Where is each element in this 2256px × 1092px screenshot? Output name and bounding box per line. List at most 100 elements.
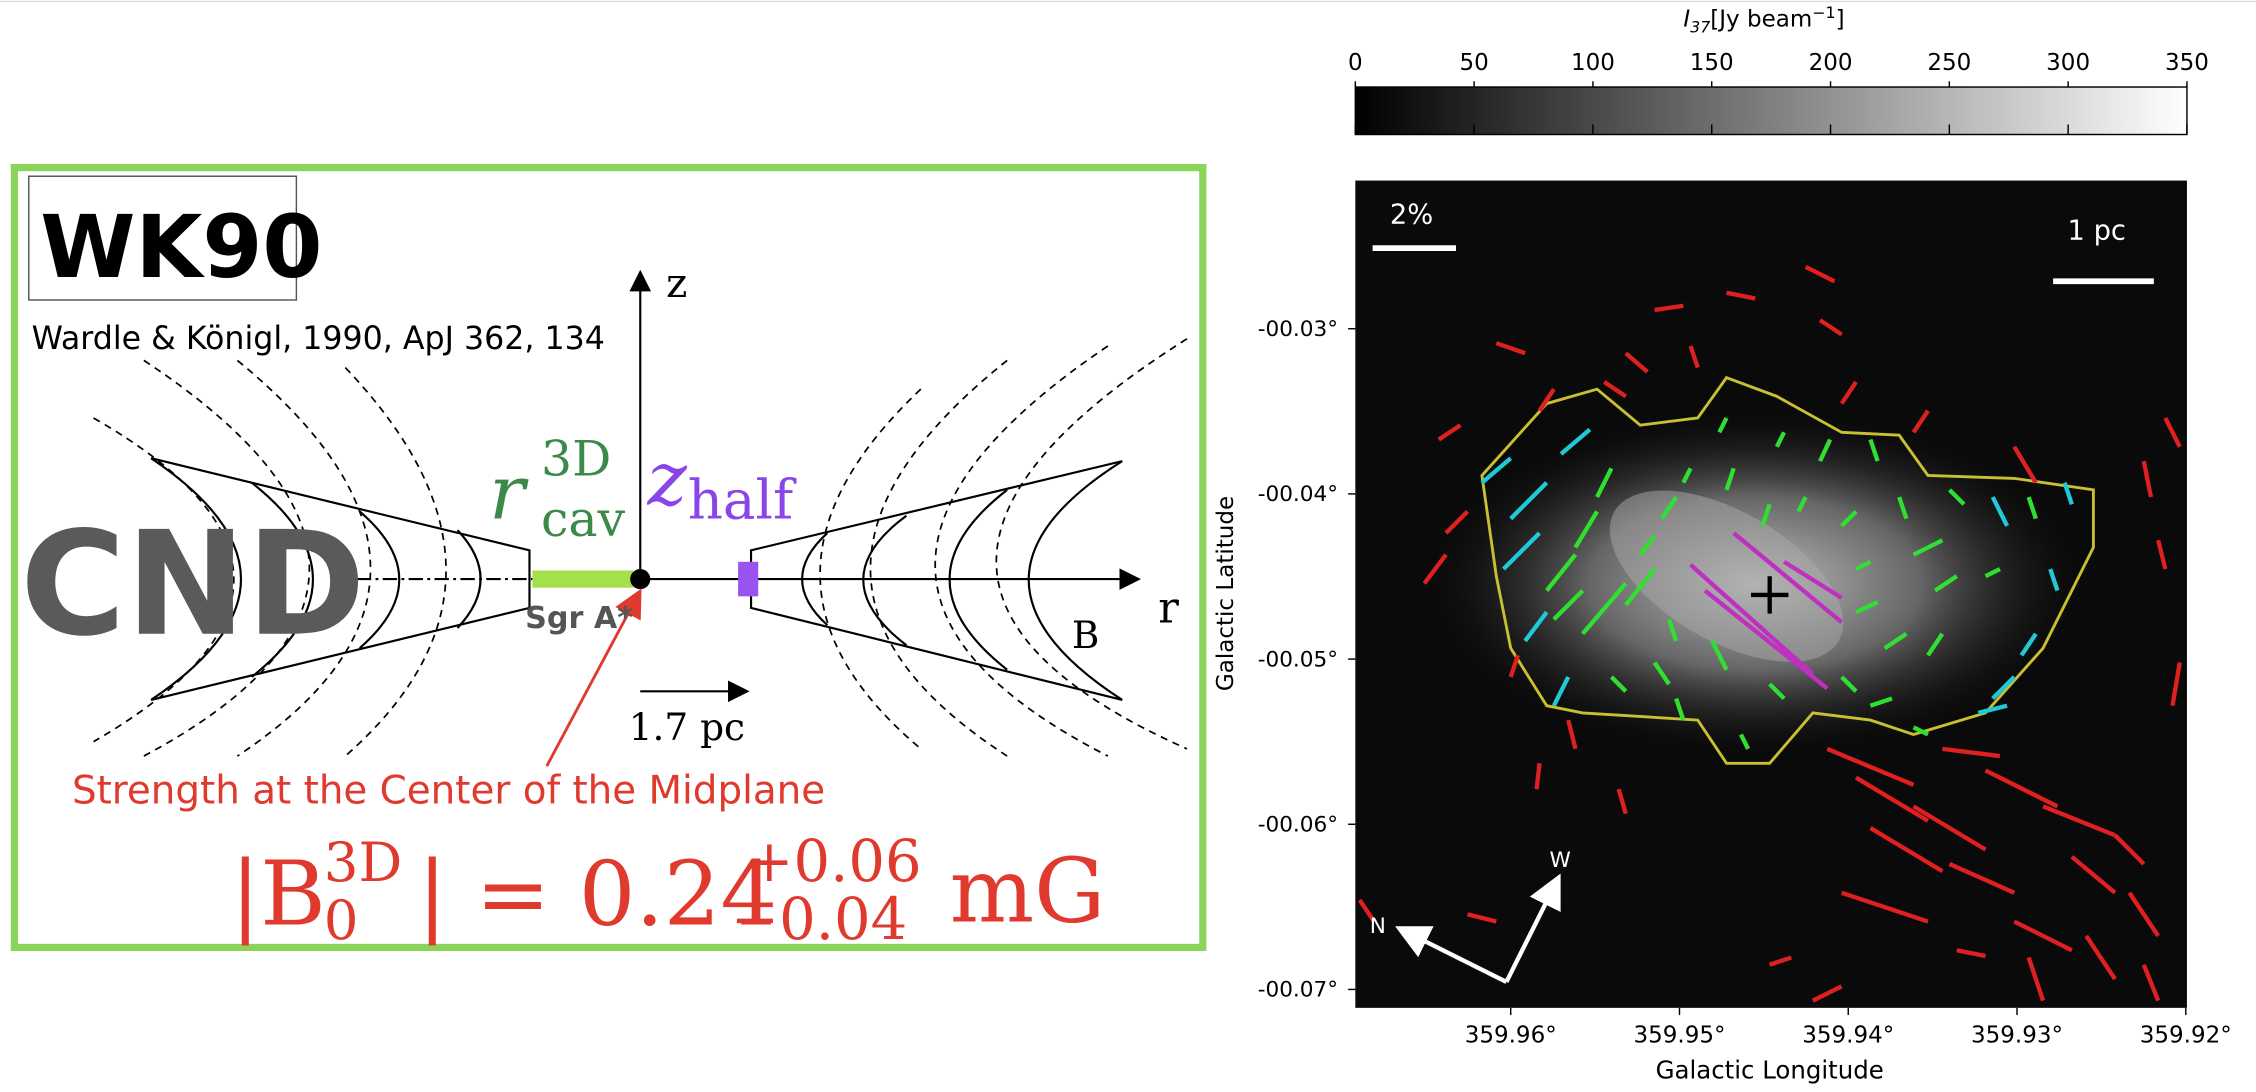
pol-vector [2113,833,2146,866]
caption: Strength at the Center of the Midplane [72,769,825,814]
rcav-band [532,570,634,588]
pol-vector [2012,445,2038,484]
colorbar-tick-label: 300 [2046,50,2090,76]
eq-sub: 0 [324,888,359,952]
pol-vector [1566,719,1578,750]
pol-vector [1467,912,1497,924]
contour [1480,375,2095,765]
rcav-base: r [489,450,529,537]
y-tick-label: -00.05° [1258,647,1338,672]
cb-unit: [Jy beam [1710,7,1812,33]
eq-unit: mG [950,840,1106,944]
citation: Wardle & Königl, 1990, ApJ 362, 134 [32,321,605,357]
pol-vector [1883,631,1908,650]
pol-vector [1956,948,1986,959]
pol-vector [1534,763,1542,790]
cb-sub: 37 [1690,17,1710,36]
zhalf-sub: half [688,468,797,532]
pol-vector [2084,934,2117,981]
cb-close: ] [1836,7,1845,33]
pol-vector [1991,675,2016,701]
colorbar-tick-label: 350 [2165,50,2209,76]
colorbar-label: I37[Jy beam−1] [1683,3,1844,36]
zhalf: z half [646,435,797,531]
west-arrow [1504,873,1561,983]
pol-vector [1738,733,1751,750]
pol-vector [1984,768,2059,809]
diagram: WK90 Wardle & Königl, 1990, ApJ 362, 134… [10,164,1207,953]
polarization-vectors [1357,264,2182,1003]
pol-vector [2026,956,2046,1002]
pol-vector [1573,510,1599,549]
pol-vector [1609,675,1628,693]
equation: |B 3D 0 | = 0.24 +0.06 −0.04 mG [230,828,1105,953]
pol-vector [1855,559,1872,571]
pol-vector [1990,496,2010,527]
colorbar [1354,86,2188,136]
pol-vector [1552,589,1585,621]
x-tick-label: 359.96° [1465,1022,1557,1048]
x-tick-label: 359.93° [1971,1022,2063,1048]
colorbar-tick-label: 200 [1809,50,1853,76]
map: I37[Jy beam−1] 2% 1 pc N W Galactic Lati… [1213,3,2232,1084]
x-tick-label: 359.95° [1633,1022,1725,1048]
pol-vector [1666,618,1679,642]
pol-vector [1616,788,1628,815]
pol-vector [1480,456,1513,485]
pol-vector [1933,574,1958,593]
pol-vector [2042,804,2116,838]
center-cross [1750,576,1789,614]
pol-vector [1869,826,1944,874]
x-tick-label: 359.94° [1802,1022,1894,1048]
pol-vector [2163,416,2182,448]
x-title: Galactic Longitude [1656,1055,1884,1084]
label-box [28,175,298,301]
sgr-label: Sgr A* [525,601,633,636]
pol-vector [1942,746,2001,759]
eq-sup: 3D [324,830,403,894]
pol-vector [1868,438,1880,462]
pol-vector [1796,496,1808,513]
pol-vector [1654,303,1684,313]
pol-vector [1926,632,1945,657]
pol-vector [1854,775,1930,823]
scale-label: 1.7 pc [629,705,745,749]
pol-vector [1804,264,1836,284]
pol-vector [1840,675,1858,693]
y-tick-label: -00.07° [1258,978,1338,1003]
pol-vector [1984,567,2001,579]
pol-vector [1977,703,2008,715]
zhalf-base: z [646,435,687,522]
pol-vector [1559,427,1592,456]
field-lines [93,269,1188,757]
rcav-sub: cav [541,491,626,548]
pol-vector [1624,351,1649,374]
pol-vector [1869,696,1893,708]
pol-vector [1495,341,1526,356]
pol-vector [1818,318,1843,337]
pol-vector [2170,662,2182,707]
pol-vector [1537,387,1556,412]
pol-vector [1948,861,2016,895]
pol-vector [1912,804,1987,852]
pol-vector [1674,697,1686,721]
west: W [1550,848,1571,873]
north-arrow [1395,926,1508,984]
pol-vector [1732,531,1844,624]
eq-plus: +0.06 [745,828,921,895]
pol-vector [1357,898,1376,923]
pol-vector [1818,438,1833,463]
length-scale: 1 pc [2068,216,2126,247]
z-axis: z [666,261,687,307]
cb-base: I [1683,7,1690,33]
north: N [1370,914,1386,939]
pol-scale: 2% [1390,200,1433,231]
pol-vector [1774,431,1787,448]
pol-vector [2048,568,2060,592]
pol-vector [1624,567,1657,607]
frame [10,164,1207,952]
eq-left: |B [230,842,326,946]
pointer [545,588,642,767]
pol-vector [1782,559,1843,600]
rcav: r 3D cav [489,431,625,548]
